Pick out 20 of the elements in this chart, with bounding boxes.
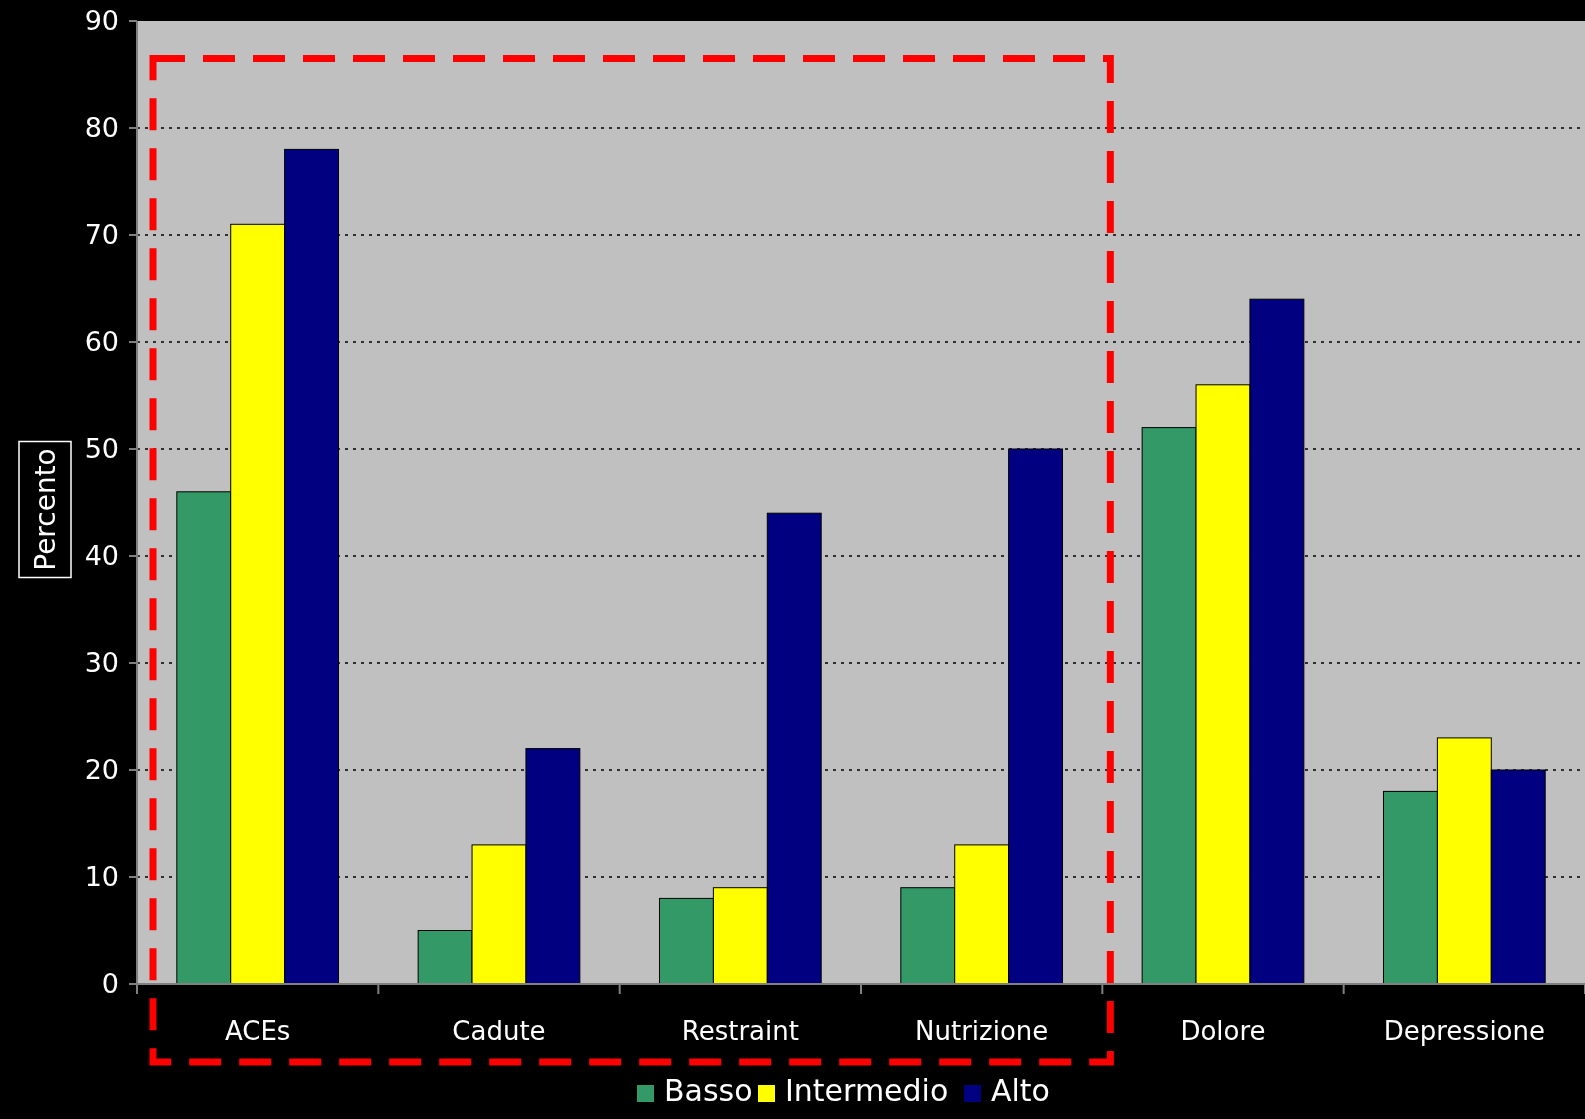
legend-label: Alto	[991, 1073, 1050, 1108]
x-tick-label: Restraint	[681, 1016, 799, 1046]
y-tick-label: 80	[84, 112, 119, 144]
y-tick-label: 60	[84, 326, 119, 358]
y-tick-label: 40	[84, 540, 119, 572]
x-tick-label: Nutrizione	[915, 1016, 1049, 1046]
y-tick-label: 20	[84, 754, 119, 786]
y-tick-label: 90	[84, 5, 119, 37]
x-tick-label: Dolore	[1180, 1016, 1266, 1046]
legend-label: Intermedio	[785, 1073, 949, 1108]
x-tick-label: Depressione	[1383, 1016, 1546, 1046]
y-tick-label: 10	[84, 861, 119, 893]
x-tick-label: Cadute	[452, 1016, 546, 1046]
y-axis-title: Percento	[28, 448, 62, 571]
legend-label: Basso	[664, 1073, 753, 1108]
y-tick-label: 30	[84, 647, 119, 679]
y-tick-label: 70	[84, 219, 119, 251]
x-tick-label: ACEs	[224, 1016, 291, 1046]
y-tick-label: 50	[84, 433, 119, 465]
y-tick-label: 0	[101, 968, 119, 1000]
